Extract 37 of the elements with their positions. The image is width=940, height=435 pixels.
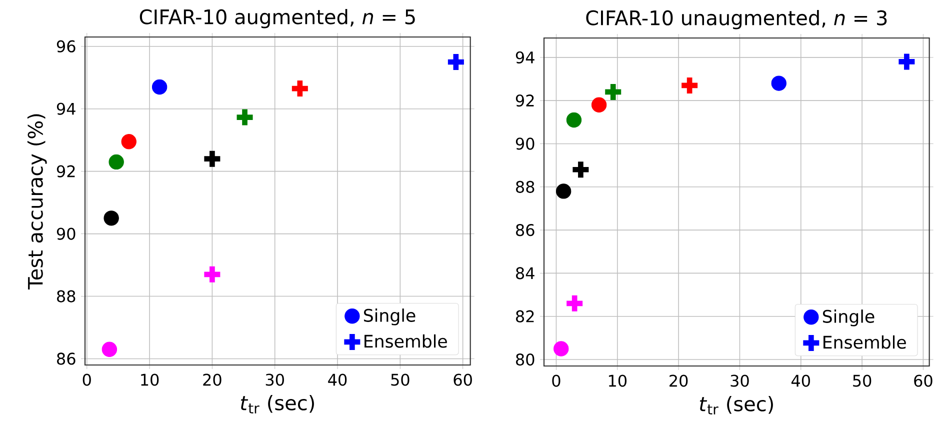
x-tick-label: 50: [391, 374, 410, 386]
y-tick-label: 86: [57, 352, 76, 365]
y-tick-label: 80: [516, 353, 534, 366]
y-tick-label: 96: [56, 40, 76, 52]
x-tick-label: 50: [853, 374, 872, 387]
chart-title: CIFAR-10 unaugmented, n = 3: [586, 10, 887, 30]
y-tick-label: 94: [516, 51, 534, 64]
x-tick-label: 40: [791, 374, 810, 387]
x-tick-label: 10: [141, 374, 159, 386]
x-axis-title: t$_{tr}$ (sec): [700, 396, 773, 414]
x-tick-label: 20: [203, 374, 222, 386]
x-tick-label: 60: [454, 374, 472, 386]
y-tick-label: 90: [56, 228, 76, 240]
x-tick-label: 40: [328, 374, 347, 386]
legend-label: Single: [822, 310, 874, 326]
legend-label: Ensemble: [364, 334, 447, 348]
legend-label: Ensemble: [824, 335, 906, 349]
x-tick-label: 10: [608, 374, 627, 387]
y-axis-title: Test accuracy (%): [27, 114, 47, 290]
x-tick-label: 30: [266, 374, 284, 386]
x-tick-label: 0: [82, 374, 91, 386]
y-tick-label: 88: [57, 290, 76, 302]
y-tick-label: 84: [516, 267, 534, 280]
y-tick-label: 88: [516, 180, 534, 193]
legend-label: Single: [364, 308, 416, 326]
x-tick-label: 0: [552, 374, 560, 387]
y-tick-label: 92: [56, 165, 75, 178]
y-tick-label: 90: [516, 138, 534, 150]
chart-title: CIFAR-10 augmented, n = 5: [140, 8, 415, 28]
x-axis-title: t$_{tr}$ (sec): [240, 394, 314, 414]
y-tick-label: 82: [516, 310, 534, 322]
y-tick-label: 86: [516, 224, 534, 236]
x-tick-label: 60: [914, 374, 932, 387]
y-tick-label: 92: [516, 94, 534, 107]
x-tick-label: 30: [730, 374, 749, 387]
x-tick-label: 20: [670, 374, 688, 387]
y-tick-label: 94: [56, 102, 76, 115]
